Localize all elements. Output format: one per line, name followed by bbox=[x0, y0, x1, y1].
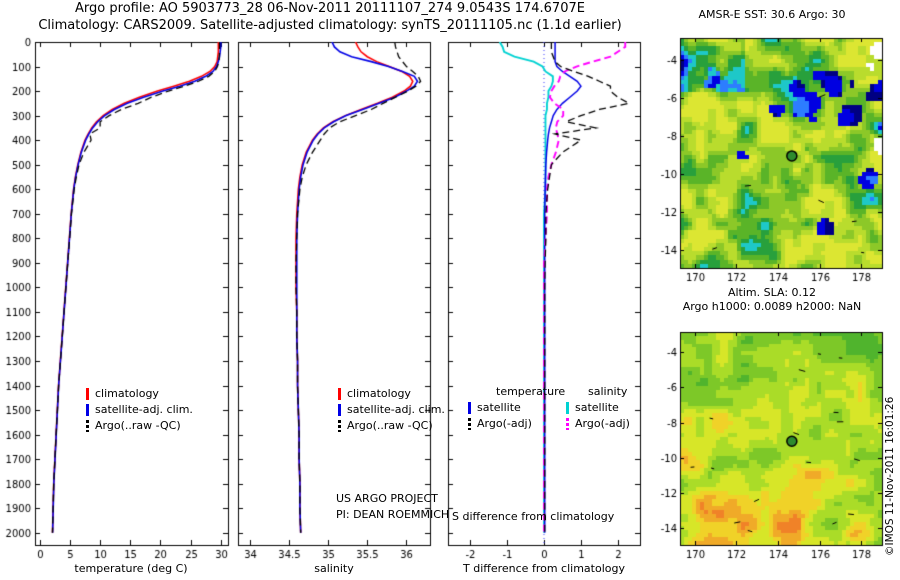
legend-item: climatology bbox=[86, 386, 193, 402]
legend-item: climatology bbox=[338, 386, 445, 402]
project-note-line2: PI: DEAN ROEMMICH bbox=[336, 508, 450, 521]
argo-line-swatch bbox=[338, 420, 341, 432]
s-difference-note: S difference from climatology bbox=[452, 510, 615, 523]
sla-map-subtitle: Argo h1000: 0.0089 h2000: NaN bbox=[682, 300, 862, 313]
temperature-legend: climatology satellite-adj. clim. Argo(..… bbox=[86, 386, 193, 434]
legend-temperature-header: temperature bbox=[496, 385, 566, 398]
satellite-salinity-line-swatch bbox=[566, 402, 569, 414]
legend-label: climatology bbox=[95, 387, 159, 400]
sst-map-title: AMSR-E SST: 30.6 Argo: 30 bbox=[698, 8, 846, 21]
legend-item: satellite-adj. clim. bbox=[338, 402, 445, 418]
legend-label: climatology bbox=[347, 387, 411, 400]
legend-label: satellite bbox=[477, 401, 521, 414]
legend-item: satellite-adj. clim. bbox=[86, 402, 193, 418]
satellite-line-swatch bbox=[338, 404, 341, 416]
legend-item: satellite bbox=[468, 400, 565, 416]
legend-item: Argo(..raw -QC) bbox=[338, 418, 445, 434]
legend-label: satellite-adj. clim. bbox=[347, 403, 445, 416]
temperature-axis-label: temperature (deg C) bbox=[74, 562, 188, 575]
argo-line-swatch bbox=[468, 418, 471, 430]
satellite-line-swatch bbox=[86, 404, 89, 416]
legend-item: Argo(-adj) bbox=[468, 416, 565, 432]
argo-salinity-line-swatch bbox=[566, 418, 569, 430]
satellite-line-swatch bbox=[468, 402, 471, 414]
imos-credit: ©IMOS 11-Nov-2011 16:01:26 bbox=[884, 396, 896, 556]
sst-map-chart bbox=[656, 30, 888, 292]
sla-map-title: Altim. SLA: 0.12 bbox=[727, 286, 817, 299]
legend-label: satellite bbox=[575, 401, 619, 414]
legend-label: Argo(-adj) bbox=[477, 417, 532, 430]
legend-item: Argo(..raw -QC) bbox=[86, 418, 193, 434]
legend-item: Argo(-adj) bbox=[566, 416, 630, 432]
argo-line-swatch bbox=[86, 420, 89, 432]
sla-map-chart bbox=[656, 322, 888, 580]
difference-legend-salinity: salinity satellite Argo(-adj) bbox=[566, 384, 630, 432]
legend-label: Argo(..raw -QC) bbox=[95, 419, 181, 432]
temperature-profile-chart bbox=[0, 32, 232, 580]
title-line-1: Argo profile: AO 5903773_28 06-Nov-2011 … bbox=[75, 1, 585, 16]
legend-label: Argo(..raw -QC) bbox=[347, 419, 433, 432]
salinity-profile-chart bbox=[232, 32, 440, 580]
climatology-line-swatch bbox=[338, 388, 341, 400]
climatology-line-swatch bbox=[86, 388, 89, 400]
title-line-2: Climatology: CARS2009. Satellite-adjuste… bbox=[38, 18, 622, 33]
project-note-line1: US ARGO PROJECT bbox=[336, 492, 438, 505]
figure-header: Argo profile: AO 5903773_28 06-Nov-2011 … bbox=[0, 0, 660, 34]
legend-salinity-header: salinity bbox=[588, 385, 628, 398]
difference-legend-temperature: temperature satellite Argo(-adj) bbox=[468, 384, 565, 432]
salinity-axis-label: salinity bbox=[314, 562, 354, 575]
difference-profile-chart bbox=[440, 32, 660, 580]
legend-label: satellite-adj. clim. bbox=[95, 403, 193, 416]
legend-label: Argo(-adj) bbox=[575, 417, 630, 430]
legend-item: satellite bbox=[566, 400, 630, 416]
t-difference-axis-label: T difference from climatology bbox=[463, 562, 625, 575]
salinity-legend: climatology satellite-adj. clim. Argo(..… bbox=[338, 386, 445, 434]
